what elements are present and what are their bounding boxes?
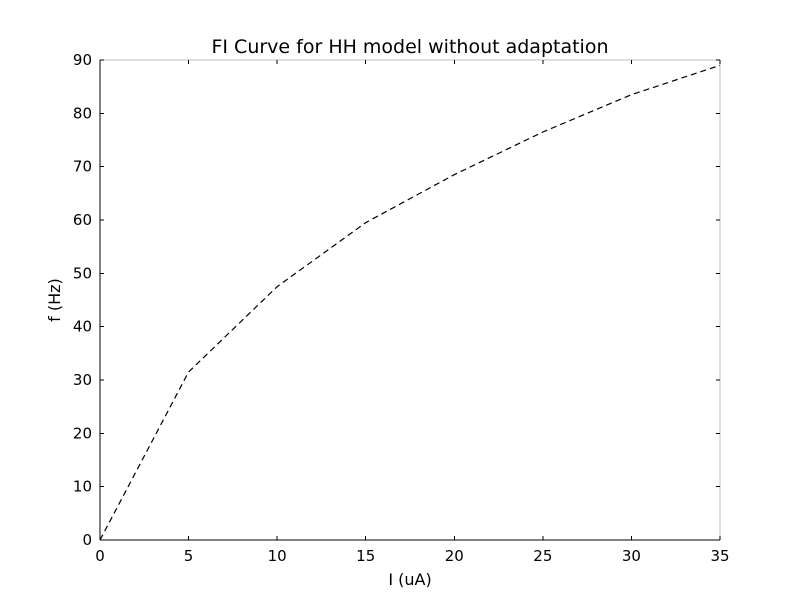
chart-title: FI Curve for HH model without adaptation [211,36,608,58]
y-tick-label: 70 [73,158,92,176]
y-axis-label: f (Hz) [45,278,64,322]
x-axis-label: I (uA) [388,570,431,589]
axes-frame [99,59,721,541]
y-tick-label: 30 [73,371,92,389]
y-tick-label: 50 [73,264,92,282]
y-tick-label: 0 [82,531,92,549]
y-tick-label: 80 [73,104,92,122]
x-tick-label: 20 [445,547,464,565]
x-tick-label: 15 [356,547,375,565]
x-tick-label: 30 [622,547,641,565]
x-tick-label: 5 [184,547,194,565]
x-tick-label: 25 [533,547,552,565]
y-tick-label: 90 [73,51,92,69]
y-tick-label: 60 [73,211,92,229]
x-tick-label: 10 [268,547,287,565]
x-axis-ticks: 0 5 10 15 20 25 30 35 [95,60,730,565]
fi-curve-series-line [99,64,721,541]
x-tick-label: 0 [95,547,105,565]
y-axis-ticks: 0 10 20 30 40 50 60 70 80 90 [73,51,720,549]
series-layer [99,64,721,541]
y-tick-label: 10 [73,478,92,496]
x-tick-label: 35 [710,547,729,565]
y-tick-label: 20 [73,424,92,442]
y-tick-label: 40 [73,318,92,336]
